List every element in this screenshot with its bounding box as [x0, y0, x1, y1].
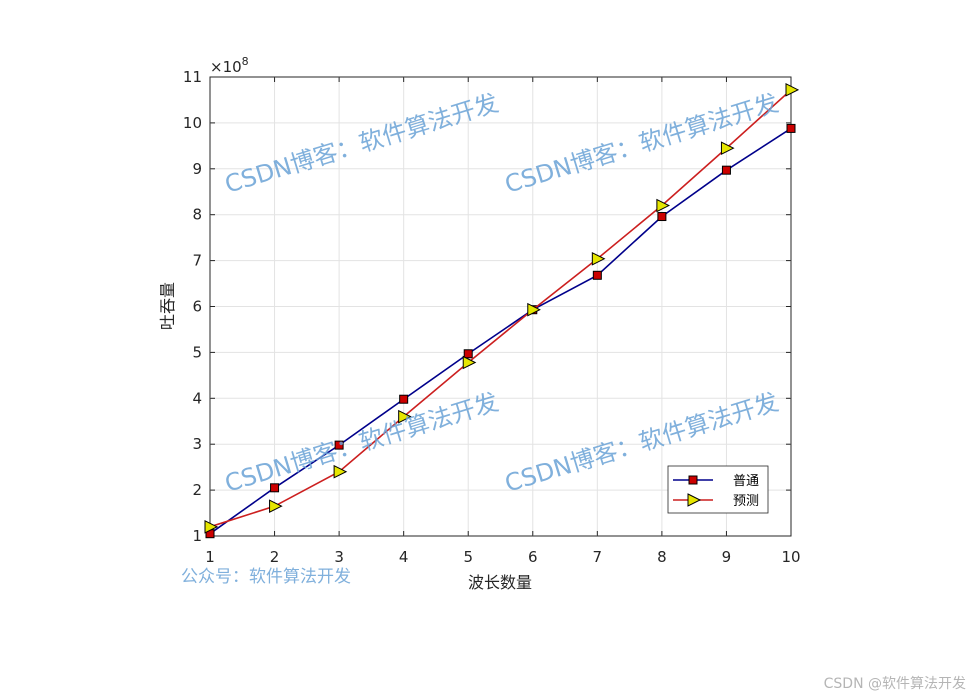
series-0-point: [399, 394, 409, 404]
footer-credit: CSDN @软件算法开发: [824, 676, 966, 692]
series-1-point: [527, 302, 541, 317]
x-tick-label: 2: [270, 548, 280, 566]
legend-marker-1: [687, 493, 702, 507]
series-1-point: [656, 198, 671, 213]
y-tick-label: 2: [192, 481, 202, 499]
series-layer: [204, 83, 800, 539]
legend-marker-0: [688, 475, 698, 485]
series-1-point: [785, 83, 800, 97]
series-0-point: [463, 349, 473, 359]
watermark-official: 公众号：软件算法开发: [181, 567, 351, 587]
grid-lines: [210, 77, 791, 536]
series-1-point: [269, 499, 283, 513]
x-tick-label: 9: [722, 548, 732, 566]
series-0-point: [786, 123, 796, 133]
y-tick-label: 6: [192, 298, 202, 316]
y-exponent-label: ×108: [210, 55, 249, 76]
x-axis-label: 波长数量: [468, 573, 532, 592]
x-tick-label: 8: [657, 548, 667, 566]
series-0-point: [657, 212, 667, 222]
series-0-point: [334, 440, 344, 450]
legend-label-1: 预测: [733, 494, 759, 509]
y-tick-label: 3: [192, 435, 202, 453]
series-line-1: [209, 89, 792, 528]
series-0-point: [721, 165, 731, 175]
y-tick-label: 11: [183, 68, 202, 86]
series-1-point: [398, 409, 412, 424]
y-tick-label: 7: [192, 252, 202, 270]
x-tick-label: 4: [399, 548, 409, 566]
series-line-0: [209, 127, 792, 535]
series-1-point: [462, 355, 477, 370]
x-tick-label: 7: [593, 548, 603, 566]
x-tick-label: 1: [205, 548, 215, 566]
series-1-point: [591, 251, 606, 266]
y-tick-label: 4: [192, 389, 202, 407]
series-1-point: [204, 520, 219, 534]
y-axis-label: 吐吞量: [158, 282, 177, 330]
x-tick-label: 6: [528, 548, 538, 566]
legend-label-0: 普通: [733, 474, 759, 489]
legend-box: [667, 465, 769, 514]
series-0-point: [592, 270, 602, 280]
y-tick-label: 10: [183, 114, 202, 132]
axis-ticks: 1 2 3 4 5 6 7 8 9 10 1 2 3 4 5 6 7 8 9 10 11: [183, 68, 801, 566]
y-tick-label: 9: [192, 160, 202, 178]
series-1-point: [333, 464, 348, 479]
y-tick-label: 1: [192, 527, 202, 545]
series-1-point: [720, 141, 735, 155]
legend: 普通 预测: [667, 465, 769, 514]
series-0-point: [270, 483, 280, 493]
y-tick-label: 8: [192, 206, 202, 224]
x-tick-label: 10: [781, 548, 800, 566]
x-tick-label: 3: [334, 548, 344, 566]
y-tick-label: 5: [192, 343, 202, 361]
x-tick-label: 5: [463, 548, 473, 566]
